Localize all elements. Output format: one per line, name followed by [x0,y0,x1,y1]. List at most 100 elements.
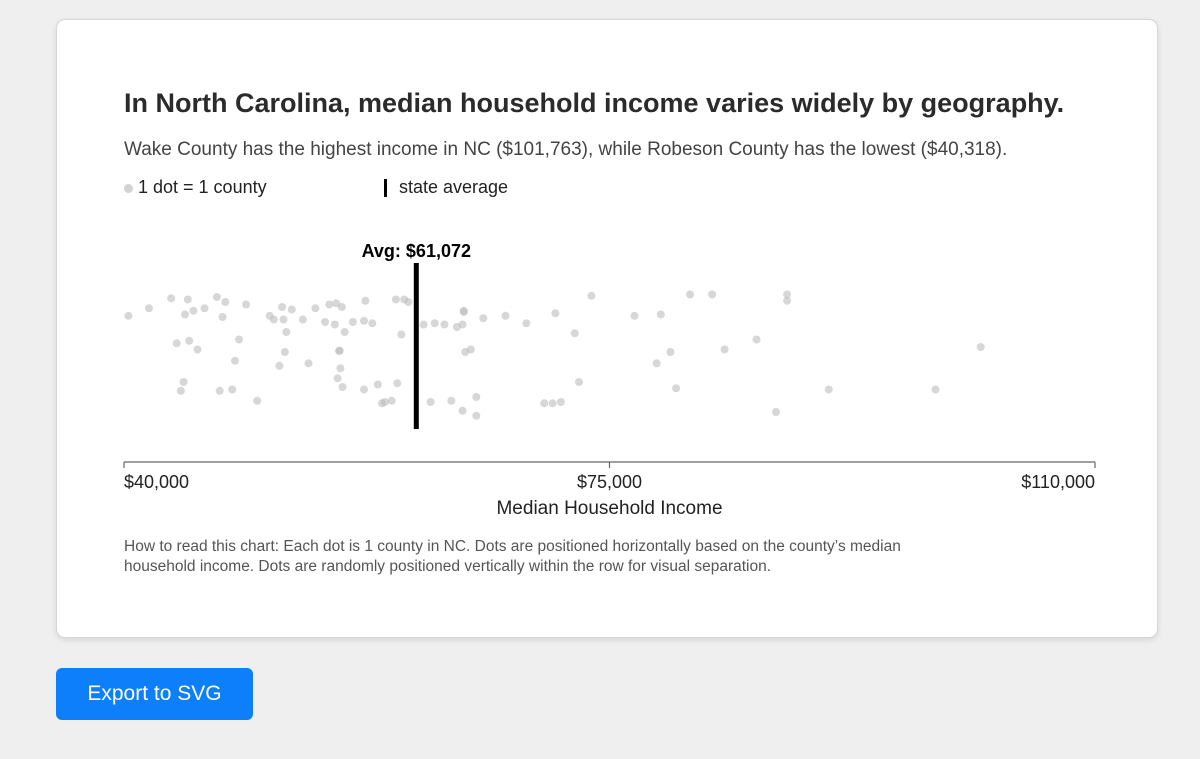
county-dot [458,320,467,329]
county-dot [279,315,288,324]
county-dot [458,406,467,415]
county-dot [479,314,488,323]
county-dot [540,399,549,408]
county-dot [335,346,344,355]
county-dot [193,345,202,354]
county-dot [228,385,237,394]
county-dot [720,345,729,354]
county-dot [430,319,439,328]
x-tick-label: $40,000 [124,472,189,492]
county-dot [652,359,661,368]
county-dot [575,378,583,386]
county-dot [672,384,681,393]
county-dot [783,296,792,305]
county-dot [298,315,307,324]
county-dot [235,335,244,344]
county-dot [361,296,370,305]
county-dot [215,386,224,395]
county-dot [752,335,761,344]
county-dot [338,383,347,391]
county-dot [772,408,780,416]
county-dot [551,309,560,318]
county-dot [176,386,185,395]
county-dot [124,311,133,320]
county-dot [275,361,284,370]
county-dot [330,320,339,329]
county-dot [242,300,251,309]
county-dot [630,311,639,320]
chart-title: In North Carolina, median household inco… [124,88,1065,118]
x-axis-title: Median Household Income [496,498,722,519]
county-dot [167,294,176,303]
county-dot [587,291,596,300]
county-dot [337,303,346,311]
county-dot [368,319,377,328]
county-dot [931,385,940,394]
average-label: Avg: $61,072 [362,241,471,261]
county-dot [218,313,227,321]
county-dot [321,318,330,326]
county-dot [783,290,792,299]
county-dot [708,290,717,299]
county-dot [212,293,221,301]
dot-plot: Avg: $61,072 $40,000 $75,000 $110,000 Medi… [123,241,1096,519]
chart-subtitle: Wake County has the highest income in NC… [124,139,1008,160]
county-dot [393,379,402,388]
county-dot [253,396,262,405]
county-dot [221,298,230,306]
county-dot [522,319,531,328]
county-dot [459,308,468,316]
dots-layer [124,290,985,420]
county-dot [287,305,296,314]
county-dot [976,343,985,351]
county-dot [348,318,357,326]
county-dot [501,311,510,320]
county-dot [360,385,368,394]
county-dot [556,398,565,406]
county-dot [280,348,289,356]
county-dot [440,320,449,329]
county-dot [179,378,188,386]
legend: 1 dot = 1 county state average [124,177,724,201]
county-dot [200,304,209,313]
county-dot [172,339,181,348]
county-dot [404,298,413,306]
chart-card: In North Carolina, median household inco… [56,19,1158,638]
county-dot [548,399,557,408]
county-dot [183,295,192,304]
county-dot [426,398,435,406]
county-dot [472,411,481,420]
county-dot [333,374,342,383]
export-svg-button[interactable]: Export to SVG [56,668,253,720]
x-axis-ticks: $40,000 $75,000 $110,000 [123,462,1096,492]
county-dot [360,316,368,325]
county-dot [686,290,694,299]
average-line-legend-label: state average [399,177,509,197]
county-dot [304,359,313,368]
dot-legend-icon [124,184,133,193]
county-dot [570,329,579,338]
county-dot [419,320,428,329]
county-dot [397,330,406,339]
dot-legend-label: 1 dot = 1 county [138,177,267,197]
county-dot [145,304,153,313]
county-dot [185,336,194,345]
county-dot [340,328,349,336]
x-tick-label: $110,000 [1021,472,1095,492]
county-dot [472,393,481,401]
county-dot [824,385,833,394]
county-dot [447,396,456,405]
county-dot [656,310,665,319]
county-dot [336,364,345,373]
county-dot [466,345,475,354]
county-dot [231,356,239,365]
county-dot [181,310,189,319]
county-dot [391,295,400,304]
county-dot [380,398,389,406]
county-dot [373,380,382,389]
county-dot [325,300,334,309]
county-dot [278,303,287,311]
county-dot [269,315,278,324]
how-to-read-note: How to read this chart: Each dot is 1 co… [124,538,901,575]
x-tick-label: $75,000 [577,472,642,492]
